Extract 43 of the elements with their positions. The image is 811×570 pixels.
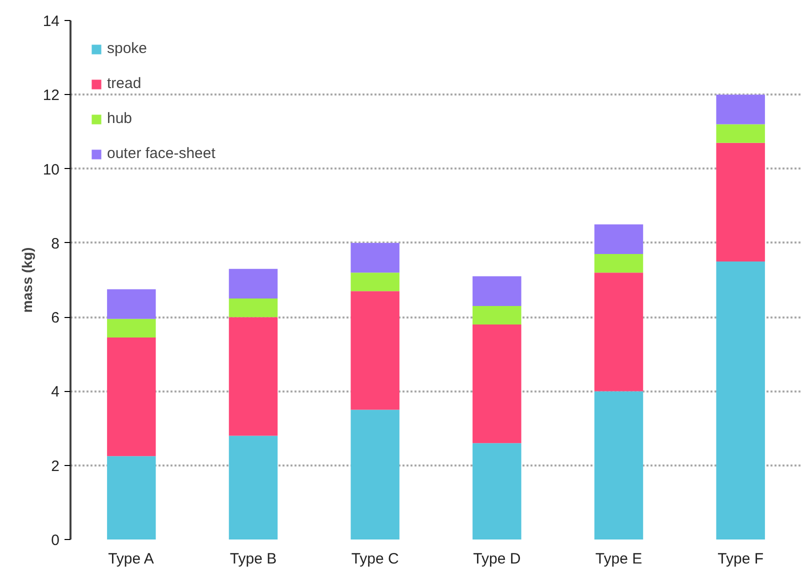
bar bbox=[594, 224, 644, 254]
bar bbox=[472, 324, 522, 444]
bar bbox=[228, 298, 278, 318]
bar bbox=[472, 306, 522, 324]
bar bbox=[594, 254, 644, 273]
bar bbox=[716, 94, 765, 124]
x-tick-label: Type D bbox=[473, 550, 521, 568]
x-tick-label: Type F bbox=[718, 550, 764, 568]
legend-label: tread bbox=[107, 75, 142, 92]
bar bbox=[350, 242, 400, 273]
x-tick-label: Type C bbox=[351, 550, 400, 568]
bar bbox=[594, 391, 644, 540]
bar bbox=[228, 317, 278, 436]
bar bbox=[350, 291, 400, 410]
bar bbox=[350, 410, 400, 540]
y-tick-label: 6 bbox=[51, 310, 60, 327]
bar bbox=[107, 337, 156, 456]
y-tick-label: 12 bbox=[42, 87, 60, 104]
y-tick-label: 14 bbox=[42, 13, 60, 30]
y-tick-label: 4 bbox=[51, 384, 60, 401]
legend-label: spoke bbox=[107, 40, 148, 57]
bar bbox=[107, 289, 156, 319]
x-tick-label: Type A bbox=[108, 550, 154, 568]
x-tick-label: Type E bbox=[595, 550, 642, 568]
y-tick-label: 0 bbox=[51, 532, 60, 549]
y-axis-title: mass (kg) bbox=[18, 247, 35, 313]
bar bbox=[472, 443, 522, 540]
legend-label: hub bbox=[107, 110, 132, 127]
y-tick-label: 2 bbox=[51, 458, 60, 475]
bar bbox=[472, 276, 522, 306]
bar bbox=[350, 272, 400, 292]
bar bbox=[228, 268, 278, 299]
bar bbox=[594, 272, 644, 392]
bar bbox=[716, 124, 765, 143]
bar bbox=[107, 318, 156, 338]
bar bbox=[228, 436, 278, 540]
bar bbox=[107, 456, 156, 540]
y-tick-label: 10 bbox=[42, 161, 60, 178]
legend-label: outer face-sheet bbox=[107, 145, 216, 162]
x-tick-label: Type B bbox=[230, 550, 277, 568]
y-tick-label: 8 bbox=[51, 235, 60, 252]
bar bbox=[716, 142, 765, 262]
bar bbox=[716, 261, 765, 540]
